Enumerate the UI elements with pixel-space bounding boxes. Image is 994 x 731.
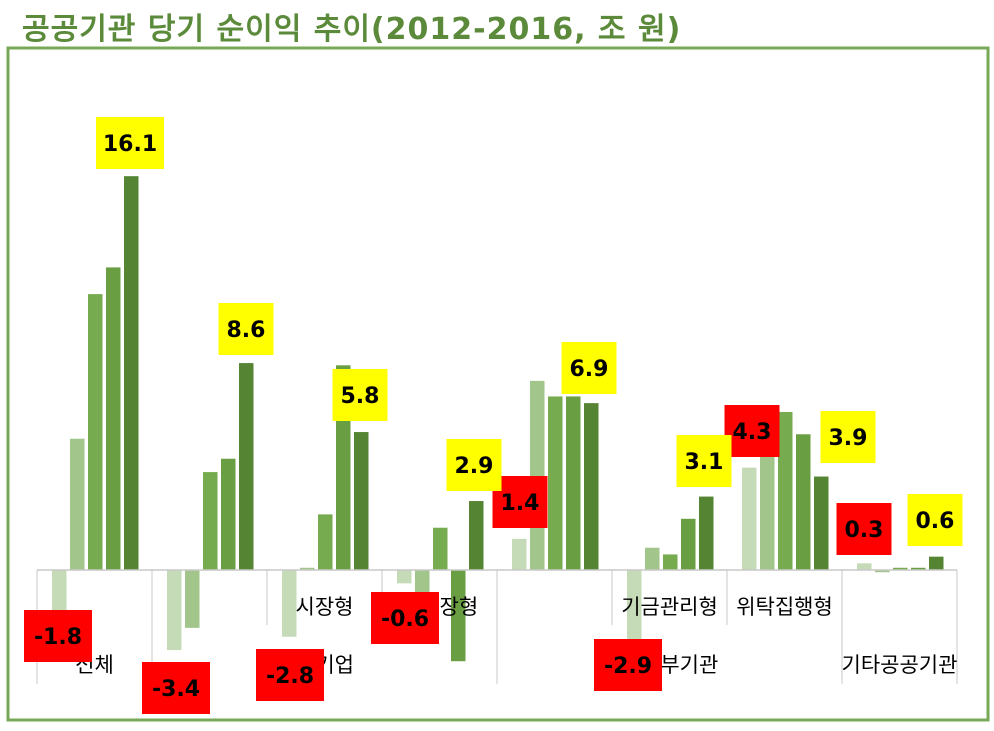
category-label-기금관리형: 기금관리형 [621,595,718,619]
value-label-2016-위탁집행형: 3.9 [829,426,868,451]
value-label-2016-시장형: 5.8 [341,384,380,409]
value-label-2016-기타공공기관-box [907,494,963,546]
bar-공기업-2013 [185,570,200,628]
bar-공기업-2015 [221,458,236,570]
value-label-2012-준정부기관-box [492,476,548,528]
bar-전체-2015 [106,267,121,570]
value-label-2012-공기업-box [142,662,210,714]
value-label-2012-기타공공기관: 0.3 [845,518,884,543]
value-label-2016-기금관리형-box [676,435,732,487]
value-label-2012-위탁집행형-box [724,405,780,457]
bar-공기업-2016 [239,363,254,570]
bar-기타공공기관-2015 [911,567,926,570]
plot-frame [6,46,990,722]
bar-전체-2014 [88,294,103,570]
value-label-2016-준정부기관: 6.9 [570,357,609,382]
bar-시장형-2013 [300,567,315,570]
bar-준정부기관-2016 [584,403,599,570]
bar-준시장형-2014 [433,527,448,570]
bar-준정부기관-2014 [548,396,563,570]
bar-기금관리형-2012 [627,570,642,639]
value-label-2016-전체: 16.1 [103,132,157,157]
bar-준정부기관-2015 [566,396,581,570]
bar-위탁집행형-2014 [778,412,793,570]
bar-준시장형-2015 [451,570,466,662]
bar-시장형-2012 [282,570,297,637]
bar-기금관리형-2016 [699,496,714,570]
bar-전체-2016 [124,176,139,571]
value-label-2012-위탁집행형: 4.3 [733,420,772,445]
bar-전체-2012 [52,570,67,611]
bar-위탁집행형-2012 [742,467,757,570]
bar-준정부기관-2013 [530,380,545,570]
bar-준시장형-2012 [397,570,412,584]
bar-시장형-2014 [318,514,333,570]
bar-준정부기관-2012 [512,538,527,570]
value-label-2012-기금관리형-box [594,639,662,691]
bar-기금관리형-2013 [645,547,660,570]
value-label-2016-위탁집행형-box [820,411,876,463]
value-label-2016-공기업-box [218,303,274,355]
value-label-2012-전체-box [24,610,92,662]
bar-기타공공기관-2013 [875,570,890,573]
value-label-2016-기금관리형: 3.1 [685,450,724,475]
chart-title: 공공기관 당기 순이익 추이(2012-2016, 조 원) [22,12,682,47]
bar-공기업-2012 [167,570,182,651]
bar-준시장형-2016 [469,501,484,570]
value-label-2016-시장형-box [332,369,388,421]
value-label-2016-전체-box [96,117,164,169]
bar-공기업-2014 [203,472,218,570]
bar-기타공공기관-2012 [857,563,872,570]
bar-위탁집행형-2013 [760,452,775,570]
bar-위탁집행형-2015 [796,434,811,570]
bar-기금관리형-2014 [663,554,678,570]
value-label-2012-준시장형: -0.6 [381,607,429,632]
value-label-2016-준시장형: 2.9 [455,454,494,479]
category-label-위탁집행형: 위탁집행형 [736,595,833,619]
value-label-2016-공기업: 8.6 [227,318,266,343]
value-label-2012-준정부기관: 1.4 [501,491,540,516]
value-label-2012-준시장형-box [371,592,439,644]
value-label-2016-준정부기관-box [561,342,617,394]
value-label-2012-전체: -1.8 [34,625,82,650]
value-label-2012-기타공공기관-box [836,503,892,555]
bar-시장형-2016 [354,432,369,570]
category-label-시장형: 시장형 [296,595,354,619]
value-label-2016-기타공공기관: 0.6 [916,509,955,534]
value-label-2012-시장형: -2.8 [266,664,314,689]
value-label-2012-시장형-box [256,649,324,701]
value-label-2012-공기업: -3.4 [152,677,200,702]
value-label-2016-준시장형-box [446,439,502,491]
bar-기타공공기관-2014 [893,567,908,570]
bar-위탁집행형-2016 [814,476,829,570]
bar-기금관리형-2015 [681,518,696,570]
value-label-2012-기금관리형: -2.9 [604,654,652,679]
bar-전체-2013 [70,438,85,570]
bar-기타공공기관-2016 [929,556,944,570]
category-label-기타공공기관: 기타공공기관 [842,653,958,677]
